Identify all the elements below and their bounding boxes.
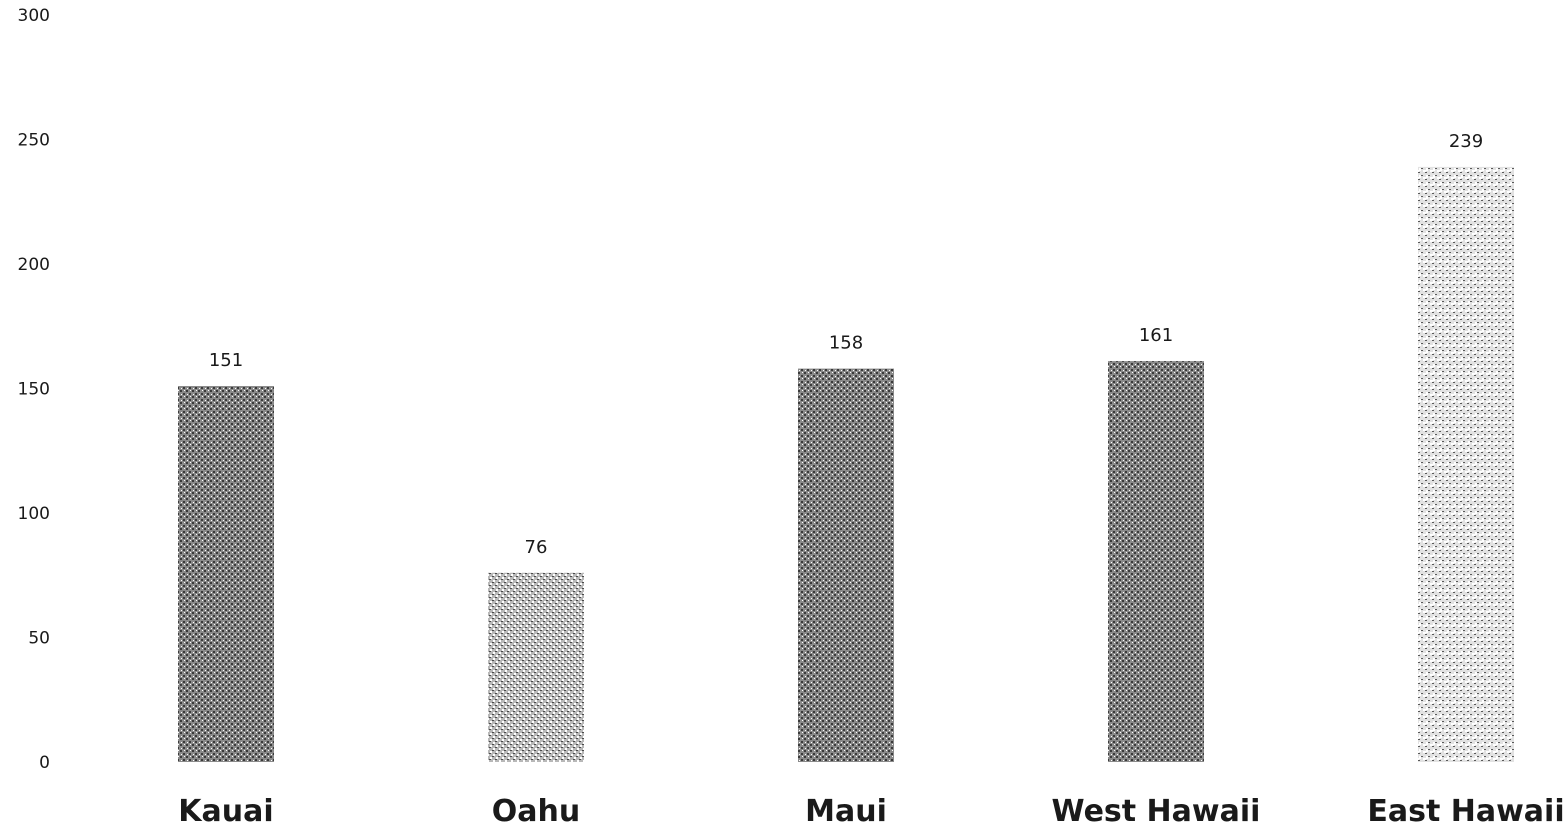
bar-east-hawaii: [1418, 166, 1514, 762]
category-label-west-hawaii: West Hawaii: [1052, 794, 1261, 829]
data-label-oahu: 76: [525, 537, 548, 558]
y-tick-label: 300: [18, 6, 50, 26]
bar-west-hawaii: [1108, 361, 1204, 762]
x-axis: Kauai Oahu Maui West Hawaii East Hawaii: [178, 794, 1564, 829]
bar-maui: [798, 368, 894, 762]
y-tick-label: 250: [18, 131, 50, 151]
y-tick-label: 50: [28, 629, 50, 649]
category-label-oahu: Oahu: [492, 794, 580, 829]
data-label-maui: 158: [829, 333, 863, 354]
category-label-east-hawaii: East Hawaii: [1367, 794, 1564, 829]
bar-kauai: [178, 386, 274, 762]
data-label-west-hawaii: 161: [1139, 325, 1173, 346]
category-label-kauai: Kauai: [178, 794, 273, 829]
y-tick-label: 100: [18, 504, 50, 524]
data-labels: 151 76 158 161 239: [209, 131, 1483, 558]
data-label-kauai: 151: [209, 350, 243, 371]
data-label-east-hawaii: 239: [1449, 131, 1483, 152]
y-tick-label: 150: [18, 380, 50, 400]
y-tick-label: 0: [39, 753, 50, 773]
bar-oahu: [488, 572, 584, 762]
category-label-maui: Maui: [805, 794, 887, 829]
y-axis: 0 50 100 150 200 250 300: [18, 6, 50, 773]
y-tick-label: 200: [18, 255, 50, 275]
bars: [178, 166, 1514, 762]
